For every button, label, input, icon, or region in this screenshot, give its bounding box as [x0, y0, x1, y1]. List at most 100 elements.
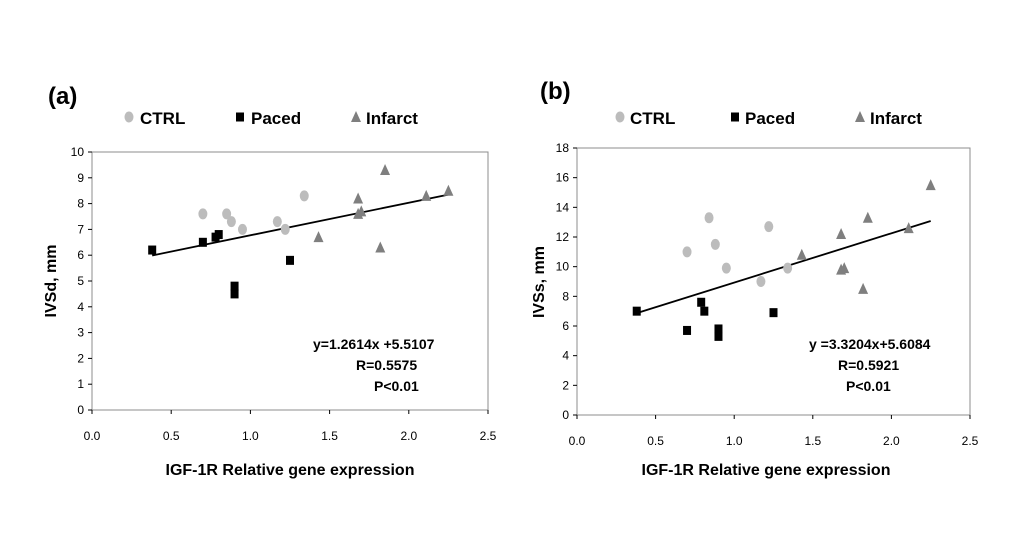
- data-point-paced: [683, 325, 692, 335]
- data-point-ctrl: [272, 216, 282, 228]
- legend-marker-infarct: [351, 111, 361, 122]
- panel-a: (a) 0 1 2 3 4 5 6 7 8 9 10 0.0 0.5 1.0 1.5 2.0 2.5 IVSd, m…: [43, 83, 497, 479]
- y-tick-label: 2: [562, 378, 569, 392]
- data-point-paced: [230, 281, 239, 291]
- y-tick-label: 8: [77, 197, 84, 211]
- data-point-paced: [230, 289, 239, 299]
- regression-annotation: y =3.3204x+5.6084: [809, 336, 931, 352]
- legend-label-paced: Paced: [745, 109, 795, 128]
- regression-annotation: y=1.2614x +5.5107: [313, 336, 435, 352]
- x-axis-title: IGF-1R Relative gene expression: [166, 462, 415, 479]
- panel-label: (a): [48, 83, 77, 110]
- plot-area: [91, 151, 489, 411]
- trendline: [152, 193, 449, 257]
- data-point-paced: [714, 331, 723, 341]
- data-point-paced: [769, 308, 778, 318]
- data-point-infarct: [839, 262, 850, 274]
- x-tick-label: 1.0: [242, 429, 259, 443]
- y-tick-label: 3: [77, 326, 84, 340]
- panel-b: (b) 0 2 4 6 8 10 12 14 16 18 0.0 0.5 1.0 1.5 2.0 2.5 IVSs…: [531, 78, 979, 479]
- legend-marker-paced: [236, 112, 244, 122]
- x-axis-title: IGF-1R Relative gene expression: [642, 462, 891, 479]
- data-point-infarct: [858, 282, 869, 294]
- data-point-ctrl: [710, 238, 720, 250]
- x-tick-label: 1.0: [726, 434, 743, 448]
- data-point-paced: [697, 297, 706, 307]
- legend-label-infarct: Infarct: [366, 109, 418, 128]
- legend-marker-paced: [731, 112, 739, 122]
- data-point-ctrl: [764, 221, 774, 233]
- data-point-ctrl: [704, 212, 714, 224]
- data-point-paced: [700, 306, 709, 316]
- data-point-ctrl: [237, 223, 247, 235]
- x-tick-label: 0.0: [84, 429, 101, 443]
- y-tick-label: 5: [77, 274, 84, 288]
- y-tick-label: 0: [77, 403, 84, 417]
- data-point-infarct: [313, 231, 324, 243]
- y-tick-label: 4: [562, 349, 569, 363]
- y-tick-label: 12: [556, 230, 570, 244]
- x-tick-label: 2.5: [962, 434, 979, 448]
- y-tick-label: 4: [77, 300, 84, 314]
- data-point-infarct: [356, 205, 367, 217]
- legend-label-paced: Paced: [251, 109, 301, 128]
- data-point-ctrl: [299, 190, 309, 202]
- data-point-ctrl: [682, 246, 692, 258]
- x-tick-label: 0.5: [163, 429, 180, 443]
- data-point-infarct: [862, 211, 873, 223]
- y-tick-label: 8: [562, 289, 569, 303]
- y-tick-label: 1: [77, 377, 84, 391]
- data-point-infarct: [421, 189, 432, 201]
- legend-label-ctrl: CTRL: [630, 109, 675, 128]
- y-tick-label: 18: [556, 141, 570, 155]
- data-point-paced: [714, 324, 723, 334]
- legend-marker-ctrl: [124, 111, 134, 123]
- regression-annotation: P<0.01: [374, 378, 419, 394]
- x-tick-label: 1.5: [321, 429, 338, 443]
- legend-label-infarct: Infarct: [870, 109, 922, 128]
- x-tick-label: 0.5: [647, 434, 664, 448]
- x-tick-label: 2.0: [400, 429, 417, 443]
- regression-annotation: R=0.5575: [356, 357, 417, 373]
- regression-annotation: R=0.5921: [838, 357, 899, 373]
- data-point-infarct: [353, 192, 364, 204]
- data-point-paced: [148, 245, 157, 255]
- y-axis-title: IVSd, mm: [43, 245, 60, 318]
- y-tick-label: 14: [556, 200, 570, 214]
- y-tick-label: 16: [556, 171, 570, 185]
- data-point-infarct: [443, 184, 454, 196]
- data-point-infarct: [375, 241, 386, 253]
- regression-annotation: P<0.01: [846, 378, 891, 394]
- y-tick-label: 7: [77, 222, 84, 236]
- data-point-paced: [632, 306, 641, 316]
- data-point-paced: [286, 255, 294, 265]
- data-point-ctrl: [756, 276, 766, 287]
- data-point-infarct: [796, 248, 807, 260]
- data-point-ctrl: [721, 262, 731, 274]
- data-point-infarct: [836, 228, 847, 240]
- x-tick-label: 0.0: [569, 434, 586, 448]
- data-point-ctrl: [280, 223, 290, 235]
- x-tick-label: 2.5: [480, 429, 497, 443]
- data-point-paced: [198, 237, 207, 247]
- y-tick-label: 0: [562, 408, 569, 422]
- y-tick-label: 9: [77, 171, 84, 185]
- data-point-infarct: [380, 164, 391, 176]
- legend-marker-infarct: [855, 111, 865, 122]
- panel-label: (b): [540, 78, 571, 105]
- data-point-ctrl: [783, 262, 793, 274]
- y-axis-title: IVSs, mm: [531, 246, 548, 318]
- x-tick-label: 1.5: [804, 434, 821, 448]
- data-point-infarct: [925, 179, 936, 191]
- data-point-ctrl: [226, 216, 236, 228]
- y-tick-label: 6: [562, 319, 569, 333]
- x-tick-label: 2.0: [883, 434, 900, 448]
- y-tick-label: 10: [71, 145, 85, 159]
- y-tick-label: 6: [77, 248, 84, 262]
- legend-label-ctrl: CTRL: [140, 109, 185, 128]
- y-tick-label: 10: [556, 260, 570, 274]
- data-point-paced: [214, 230, 223, 240]
- data-point-ctrl: [222, 208, 232, 220]
- y-tick-label: 2: [77, 351, 84, 365]
